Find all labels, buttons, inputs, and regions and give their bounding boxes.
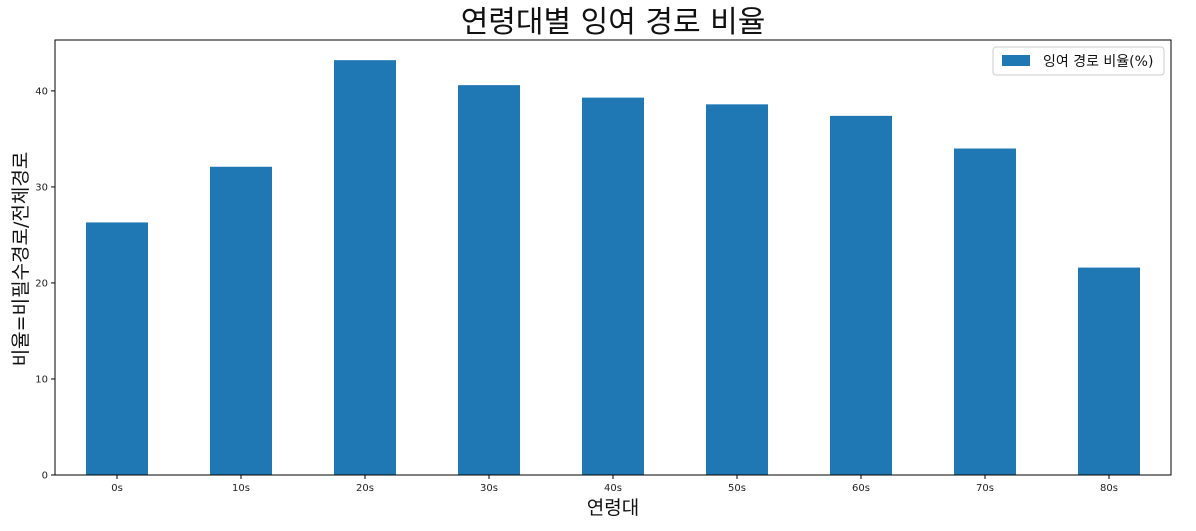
x-tick-label-70s: 70s bbox=[976, 483, 994, 494]
y-tick-label-0: 0 bbox=[42, 471, 48, 482]
x-tick-label-50s: 50s bbox=[728, 483, 746, 494]
bar-70s bbox=[954, 148, 1016, 475]
y-tick-label-40: 40 bbox=[35, 86, 48, 97]
legend-box bbox=[992, 46, 1165, 76]
legend-label: 잉여 경로 비율(%) bbox=[1043, 54, 1153, 70]
bars-group bbox=[86, 60, 1140, 476]
y-ticks-group: 0 10 20 30 40 bbox=[35, 86, 55, 482]
bar-40s bbox=[582, 97, 644, 475]
x-tick-label-60s: 60s bbox=[852, 483, 870, 494]
y-tick-label-10: 10 bbox=[35, 374, 48, 385]
x-tick-label-30s: 30s bbox=[480, 483, 498, 494]
y-axis-label: 비율=비필수경로/전체경로 bbox=[10, 152, 32, 367]
bar-10s bbox=[210, 166, 272, 475]
bar-30s bbox=[458, 85, 520, 476]
x-tick-label-0s: 0s bbox=[111, 483, 123, 494]
bar-20s bbox=[334, 60, 396, 476]
y-tick-label-30: 30 bbox=[35, 182, 48, 193]
bar-60s bbox=[830, 115, 892, 475]
x-tick-label-40s: 40s bbox=[604, 483, 622, 494]
bar-0s bbox=[86, 222, 148, 475]
y-tick-label-20: 20 bbox=[35, 278, 48, 289]
legend-swatch bbox=[1002, 55, 1030, 66]
bar-50s bbox=[706, 104, 768, 476]
x-ticks-group: 0s 10s 20s 30s 40s 50s 60s 70s 80s bbox=[111, 475, 1118, 494]
x-tick-label-80s: 80s bbox=[1100, 483, 1118, 494]
x-tick-label-20s: 20s bbox=[356, 483, 374, 494]
legend: 잉여 경로 비율(%) bbox=[992, 46, 1165, 76]
x-tick-label-10s: 10s bbox=[232, 483, 250, 494]
bar-80s bbox=[1078, 267, 1140, 475]
plot-frame bbox=[54, 39, 1172, 476]
chart-title: 연령대별 잉여 경로 비율 bbox=[461, 5, 766, 40]
x-axis-label: 연령대 bbox=[587, 497, 639, 519]
